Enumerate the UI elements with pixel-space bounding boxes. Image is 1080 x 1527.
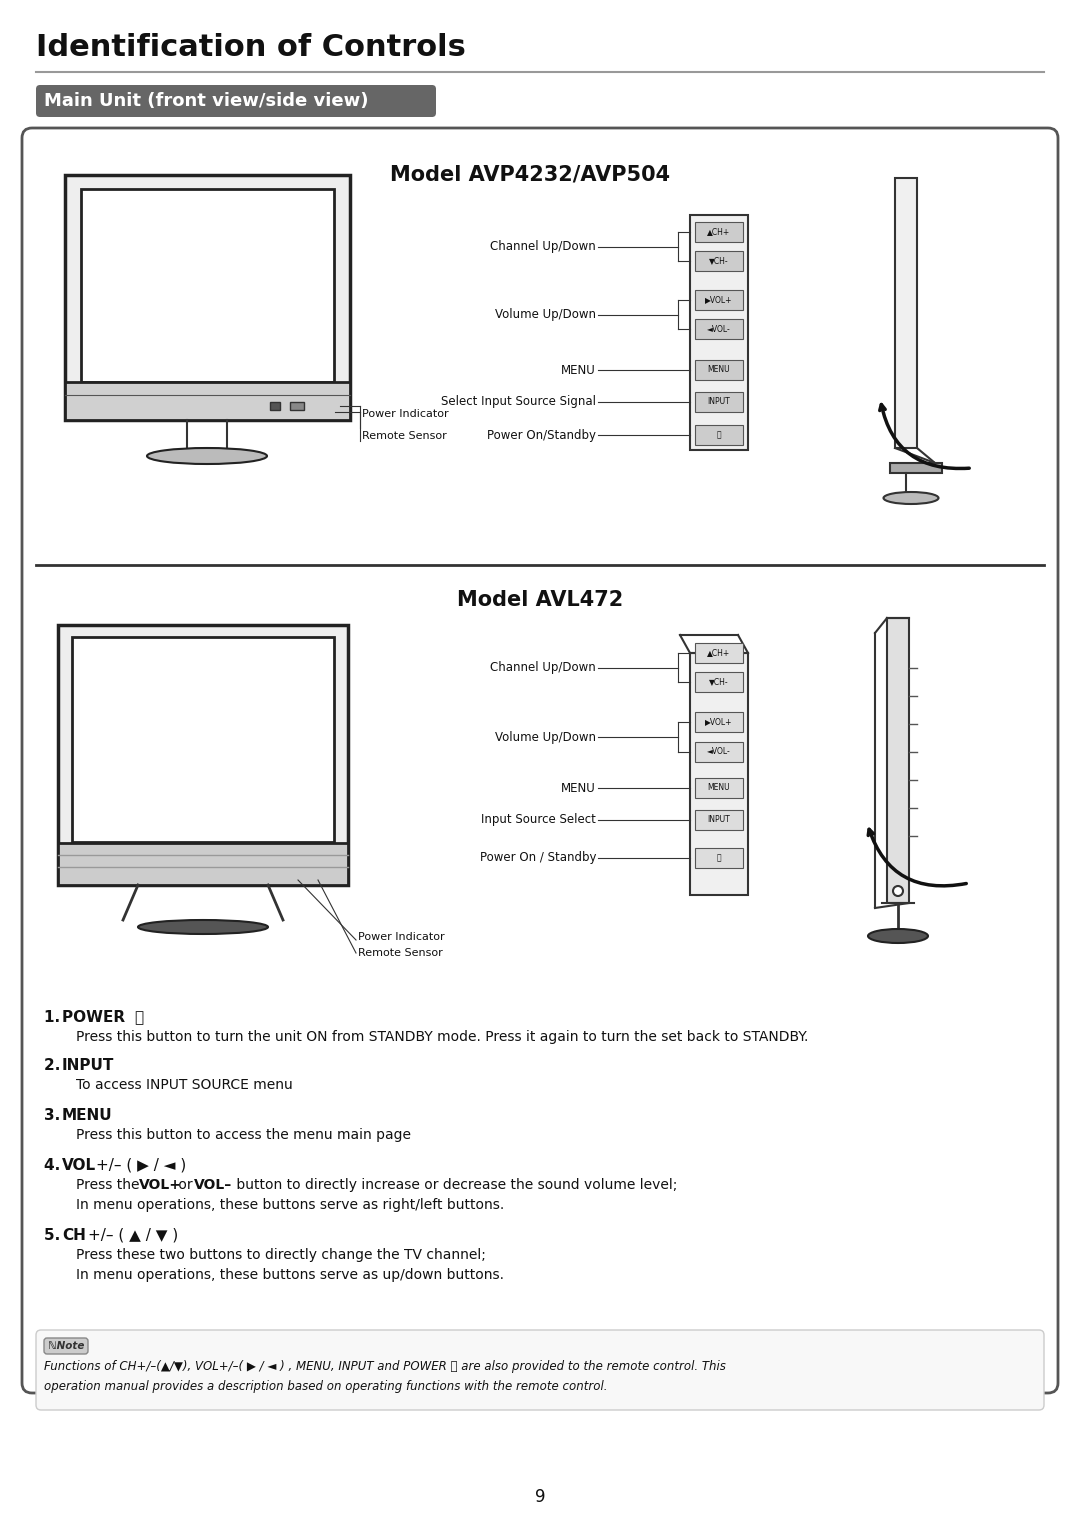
Bar — [72, 637, 334, 841]
Text: Functions of CH+/–(▲/▼), VOL+/–( ▶ / ◄ ) , MENU, INPUT and POWER ⏻ are also prov: Functions of CH+/–(▲/▼), VOL+/–( ▶ / ◄ )… — [44, 1361, 726, 1373]
Text: Channel Up/Down: Channel Up/Down — [490, 661, 596, 673]
Text: ⏻: ⏻ — [134, 1009, 144, 1025]
Bar — [696, 319, 743, 339]
Text: Power On/Standby: Power On/Standby — [487, 429, 596, 441]
Bar — [696, 742, 743, 762]
Text: Remote Sensor: Remote Sensor — [357, 948, 443, 957]
Text: INPUT: INPUT — [707, 397, 730, 406]
Text: ◄VOL-: ◄VOL- — [707, 325, 731, 333]
Text: ⏻: ⏻ — [717, 854, 721, 863]
Bar — [696, 847, 743, 867]
Bar — [696, 672, 743, 692]
Bar — [291, 402, 303, 411]
Ellipse shape — [868, 928, 928, 944]
Text: Volume Up/Down: Volume Up/Down — [495, 308, 596, 321]
Bar — [895, 179, 917, 447]
Text: MENU: MENU — [562, 363, 596, 377]
Text: VOL+: VOL+ — [139, 1177, 181, 1193]
Text: ▶VOL+: ▶VOL+ — [705, 296, 732, 304]
Text: INPUT: INPUT — [62, 1058, 114, 1073]
Text: +/– ( ▲ / ▼ ): +/– ( ▲ / ▼ ) — [87, 1228, 178, 1243]
Text: Select Input Source Signal: Select Input Source Signal — [441, 395, 596, 409]
Bar — [696, 250, 743, 270]
Bar — [65, 176, 350, 420]
Text: INPUT: INPUT — [707, 815, 730, 825]
FancyBboxPatch shape — [22, 128, 1058, 1393]
Text: Identification of Controls: Identification of Controls — [36, 34, 465, 63]
Text: 2.: 2. — [44, 1058, 66, 1073]
Text: ℕNote: ℕNote — [48, 1341, 84, 1351]
Text: Channel Up/Down: Channel Up/Down — [490, 240, 596, 253]
Text: ▼CH-: ▼CH- — [710, 257, 729, 266]
Text: or: or — [174, 1177, 197, 1193]
Bar — [696, 392, 743, 412]
Text: 3.: 3. — [44, 1109, 66, 1122]
Bar — [696, 777, 743, 799]
Text: In menu operations, these buttons serve as right/left buttons.: In menu operations, these buttons serve … — [76, 1199, 504, 1212]
Bar — [690, 654, 748, 895]
Text: CH: CH — [62, 1228, 86, 1243]
Bar — [696, 290, 743, 310]
Text: ▼CH-: ▼CH- — [710, 678, 729, 687]
Text: ▲CH+: ▲CH+ — [707, 228, 731, 237]
Bar — [696, 425, 743, 444]
Bar — [690, 215, 748, 450]
Ellipse shape — [883, 492, 939, 504]
Text: Remote Sensor: Remote Sensor — [362, 431, 447, 441]
Text: ◄VOL-: ◄VOL- — [707, 748, 731, 756]
Circle shape — [893, 886, 903, 896]
Bar — [696, 643, 743, 663]
Text: MENU: MENU — [707, 365, 730, 374]
Bar — [270, 402, 280, 411]
Text: ▶VOL+: ▶VOL+ — [705, 718, 732, 727]
Bar — [58, 843, 348, 886]
Text: In menu operations, these buttons serve as up/down buttons.: In menu operations, these buttons serve … — [76, 1267, 504, 1283]
Text: Power Indicator: Power Indicator — [362, 409, 448, 418]
Text: 4.: 4. — [44, 1157, 66, 1173]
Text: Model AVP4232/AVP504: Model AVP4232/AVP504 — [390, 165, 670, 185]
FancyBboxPatch shape — [44, 1338, 87, 1354]
Bar — [696, 221, 743, 241]
Text: Power On / Standby: Power On / Standby — [480, 852, 596, 864]
Text: VOL: VOL — [62, 1157, 96, 1173]
Text: button to directly increase or decrease the sound volume level;: button to directly increase or decrease … — [232, 1177, 677, 1193]
Bar — [696, 809, 743, 831]
Text: To access INPUT SOURCE menu: To access INPUT SOURCE menu — [76, 1078, 293, 1092]
Bar — [696, 360, 743, 380]
Bar — [58, 625, 348, 886]
Text: Press this button to turn the unit ON from STANDBY mode. Press it again to turn : Press this button to turn the unit ON fr… — [76, 1031, 808, 1044]
Ellipse shape — [138, 919, 268, 935]
Text: 5.: 5. — [44, 1228, 66, 1243]
Text: POWER: POWER — [62, 1009, 131, 1025]
Bar — [81, 189, 334, 382]
Text: Press this button to access the menu main page: Press this button to access the menu mai… — [76, 1128, 411, 1142]
FancyBboxPatch shape — [36, 1330, 1044, 1409]
Text: MENU: MENU — [562, 782, 596, 794]
Text: MENU: MENU — [62, 1109, 112, 1122]
FancyBboxPatch shape — [36, 86, 436, 118]
Bar — [887, 618, 909, 902]
Text: ▲CH+: ▲CH+ — [707, 649, 731, 658]
Text: 1.: 1. — [44, 1009, 66, 1025]
Text: Press the: Press the — [76, 1177, 144, 1193]
Ellipse shape — [147, 447, 267, 464]
Text: operation manual provides a description based on operating functions with the re: operation manual provides a description … — [44, 1380, 607, 1393]
Text: Power Indicator: Power Indicator — [357, 931, 445, 942]
Text: Input Source Select: Input Source Select — [481, 814, 596, 826]
Text: +/– ( ▶ / ◄ ): +/– ( ▶ / ◄ ) — [96, 1157, 186, 1173]
Text: VOL–: VOL– — [194, 1177, 232, 1193]
Text: Model AVL472: Model AVL472 — [457, 589, 623, 609]
Bar — [65, 382, 350, 420]
Text: ⏻: ⏻ — [717, 431, 721, 440]
Text: Main Unit (front view/side view): Main Unit (front view/side view) — [44, 92, 368, 110]
Bar — [890, 463, 942, 473]
Bar — [696, 712, 743, 731]
Text: MENU: MENU — [707, 783, 730, 793]
Text: 9: 9 — [535, 1487, 545, 1506]
Text: Volume Up/Down: Volume Up/Down — [495, 730, 596, 744]
Text: Press these two buttons to directly change the TV channel;: Press these two buttons to directly chan… — [76, 1248, 486, 1261]
